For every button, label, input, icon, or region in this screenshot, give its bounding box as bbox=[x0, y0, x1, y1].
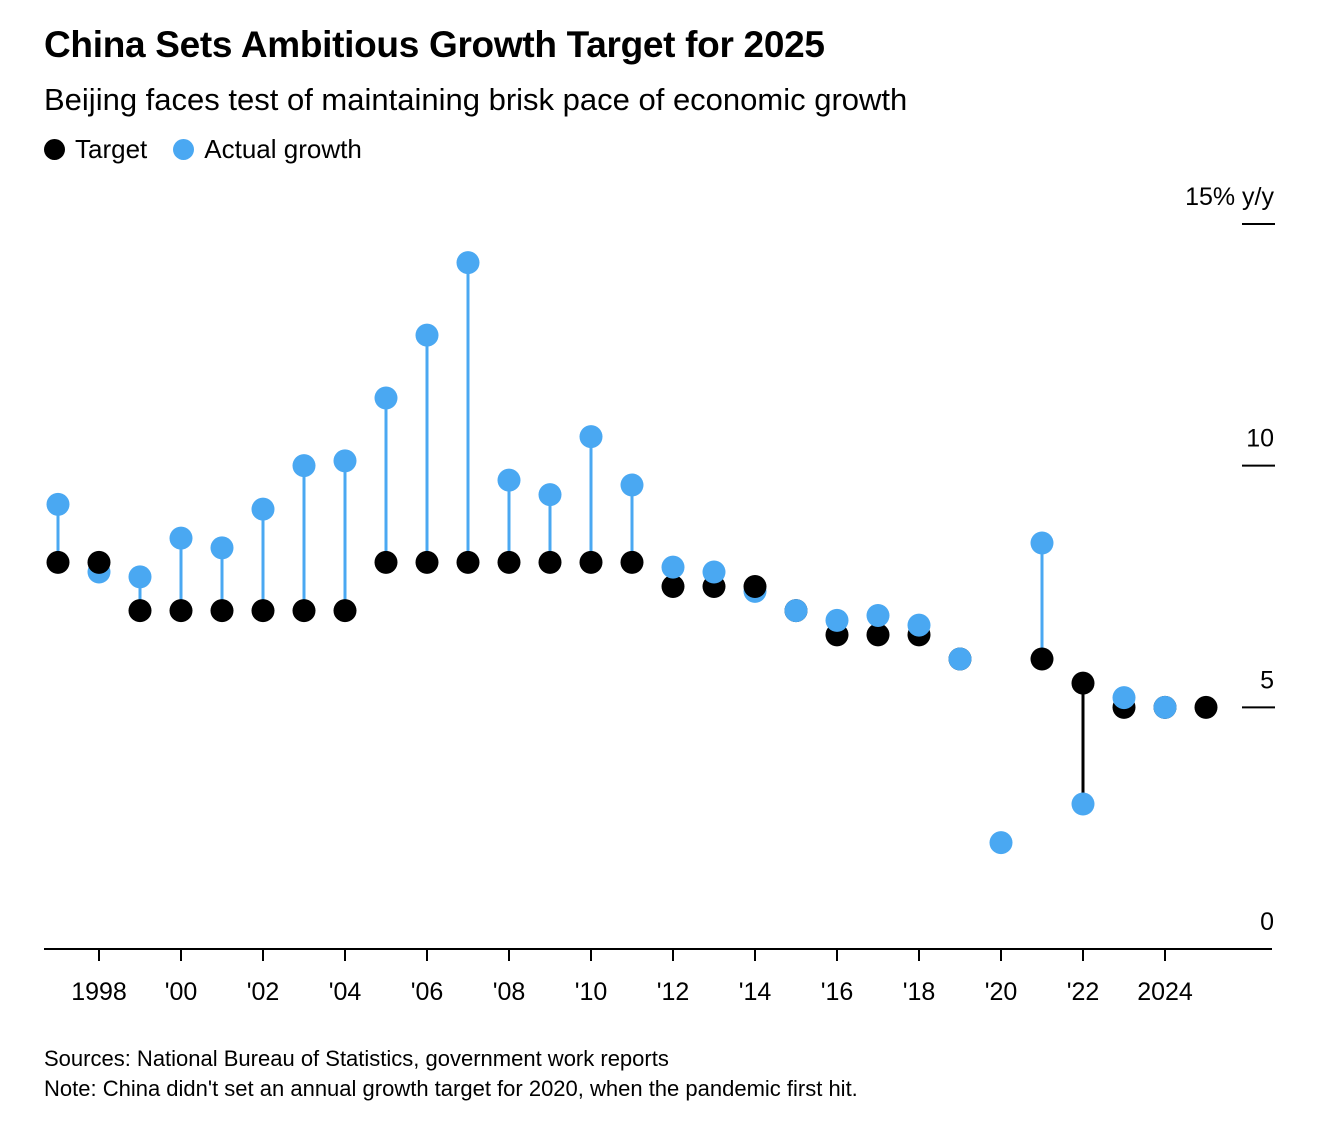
x-tick-label: '04 bbox=[329, 978, 362, 1006]
chart-title: China Sets Ambitious Growth Target for 2… bbox=[44, 24, 825, 65]
actual-point bbox=[210, 536, 234, 560]
target-point bbox=[866, 623, 890, 647]
actual-point bbox=[415, 323, 439, 347]
target-point bbox=[128, 599, 152, 623]
legend: Target Actual growth bbox=[44, 134, 388, 165]
legend-label-actual: Actual growth bbox=[204, 134, 362, 164]
target-point bbox=[1030, 647, 1054, 671]
x-tick-label: '06 bbox=[411, 978, 444, 1006]
target-point bbox=[415, 550, 439, 574]
x-tick-label: '22 bbox=[1067, 978, 1100, 1006]
x-tick-label: '08 bbox=[493, 978, 526, 1006]
actual-point bbox=[1030, 531, 1054, 555]
x-tick-label: 2024 bbox=[1137, 978, 1193, 1006]
actual-point bbox=[456, 251, 480, 275]
target-point bbox=[620, 550, 644, 574]
target-point bbox=[1071, 671, 1095, 695]
target-point bbox=[251, 599, 275, 623]
target-point bbox=[579, 550, 603, 574]
actual-point bbox=[333, 449, 357, 473]
legend-item-actual: Actual growth bbox=[173, 134, 362, 165]
target-point bbox=[210, 599, 234, 623]
y-tick-label: 5 bbox=[1260, 666, 1274, 694]
x-tick-label: '14 bbox=[739, 978, 772, 1006]
legend-swatch-actual bbox=[173, 139, 195, 160]
legend-label-target: Target bbox=[75, 134, 148, 164]
actual-point bbox=[1071, 792, 1095, 816]
legend-item-target: Target bbox=[44, 134, 147, 165]
actual-point bbox=[907, 613, 931, 637]
y-tick-label: 0 bbox=[1260, 908, 1274, 936]
actual-point bbox=[661, 555, 685, 579]
actual-point bbox=[46, 492, 70, 516]
actual-point bbox=[620, 473, 644, 497]
actual-point bbox=[989, 831, 1013, 855]
actual-point bbox=[1153, 695, 1177, 719]
y-tick-label: 15% y/y bbox=[1185, 183, 1274, 211]
target-point bbox=[169, 599, 193, 623]
actual-point bbox=[784, 599, 808, 623]
actual-point bbox=[497, 468, 521, 492]
actual-point bbox=[538, 483, 562, 507]
target-point bbox=[497, 550, 521, 574]
target-point bbox=[661, 575, 685, 598]
target-point bbox=[1194, 695, 1218, 719]
actual-point bbox=[128, 565, 152, 589]
actual-point bbox=[866, 604, 890, 627]
target-point bbox=[292, 599, 316, 623]
actual-point bbox=[702, 560, 726, 584]
x-tick-label: '20 bbox=[985, 978, 1018, 1006]
actual-point bbox=[169, 526, 193, 550]
actual-point bbox=[251, 497, 275, 521]
chart-subtitle: Beijing faces test of maintaining brisk … bbox=[44, 82, 908, 117]
target-point bbox=[456, 550, 480, 574]
x-tick-label: '12 bbox=[657, 978, 690, 1006]
target-point bbox=[538, 550, 562, 574]
sources-note: Sources: National Bureau of Statistics, … bbox=[44, 1046, 669, 1071]
x-tick-label: '16 bbox=[821, 978, 854, 1006]
x-tick-label: '00 bbox=[165, 978, 198, 1006]
actual-point bbox=[825, 608, 849, 632]
target-point bbox=[87, 550, 111, 574]
target-point bbox=[374, 550, 398, 574]
y-tick-label: 10 bbox=[1246, 425, 1274, 453]
actual-point bbox=[374, 386, 398, 410]
x-tick-label: '10 bbox=[575, 978, 608, 1006]
actual-point bbox=[1112, 686, 1136, 710]
actual-point bbox=[292, 454, 316, 478]
x-tick-label: '02 bbox=[247, 978, 280, 1006]
target-point bbox=[743, 575, 767, 598]
legend-swatch-target bbox=[44, 139, 65, 160]
actual-point bbox=[579, 425, 603, 449]
target-point bbox=[46, 550, 70, 574]
footnote: Note: China didn't set an annual growth … bbox=[44, 1076, 858, 1101]
x-tick-label: 1998 bbox=[71, 978, 127, 1006]
x-tick-label: '18 bbox=[903, 978, 936, 1006]
target-point bbox=[333, 599, 357, 623]
actual-point bbox=[948, 647, 972, 671]
